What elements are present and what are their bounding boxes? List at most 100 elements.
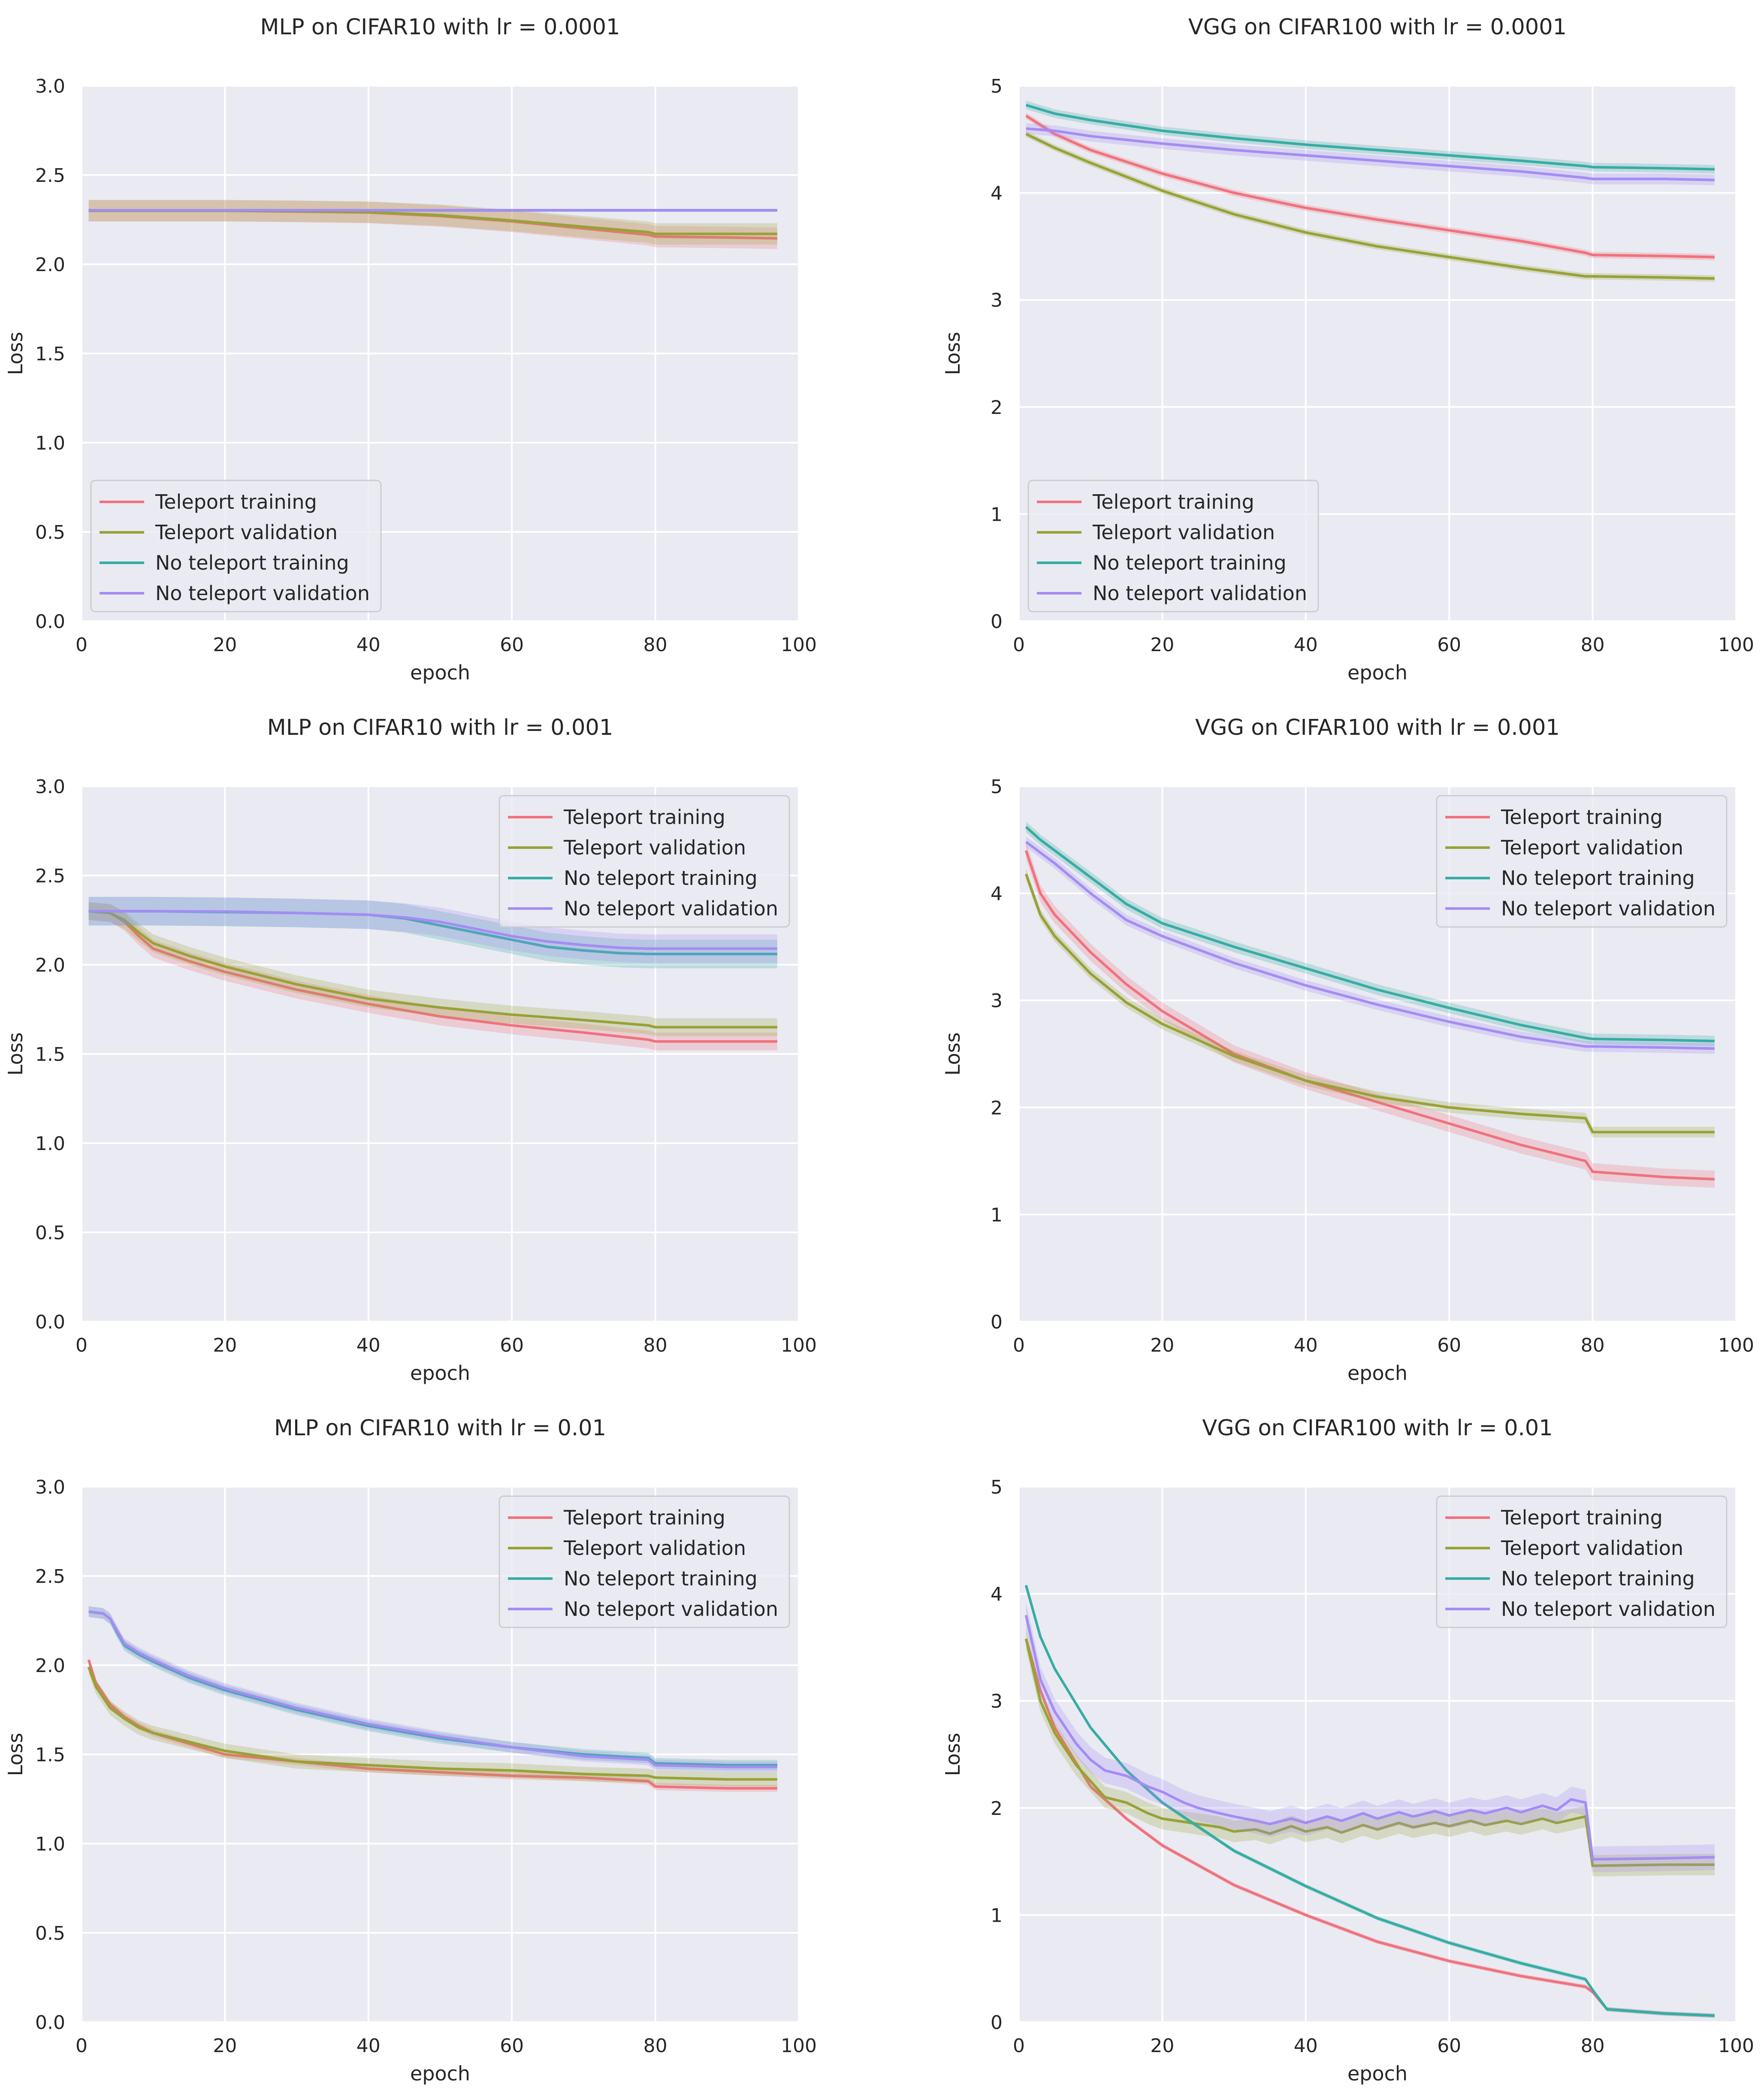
y-tick-label: 3.0 xyxy=(35,1476,65,1498)
y-tick-label: 0.5 xyxy=(35,1923,65,1944)
chart-panel-2: 0 20 40 60 80 100 0 1 2 3 4 5 VGG on CIFAR100 with l… xyxy=(941,15,1754,684)
legend-frame xyxy=(1436,1495,1728,1628)
series-line-no-teleport-validation xyxy=(88,1610,777,1769)
series-line-teleport-training xyxy=(88,910,777,1043)
x-tick-label: 20 xyxy=(1150,634,1174,656)
y-axis-label: Loss xyxy=(4,1032,27,1076)
legend-label: Teleport validation xyxy=(1501,1537,1683,1560)
series-line-teleport-validation xyxy=(1025,133,1715,280)
x-tick-label: 20 xyxy=(1150,2035,1174,2057)
series-band-teleport-validation xyxy=(1026,1628,1715,1877)
y-tick-label: 0.5 xyxy=(35,1222,65,1244)
legend: Teleport training Teleport validation No t… xyxy=(90,480,382,613)
y-tick-label: 1.5 xyxy=(35,343,65,365)
legend: Teleport training Teleport validation No t… xyxy=(498,1495,790,1628)
x-tick-label: 20 xyxy=(213,2035,237,2057)
legend-frame xyxy=(498,795,790,928)
x-tick-label: 100 xyxy=(1718,634,1754,656)
y-tick-label: 0.0 xyxy=(35,2012,65,2034)
chart-panel-6: 0 20 40 60 80 100 0 1 2 3 4 5 VGG on CIFAR100 with l… xyxy=(941,1416,1754,2085)
y-tick-label: 3 xyxy=(991,990,1003,1012)
y-tick-label: 2.5 xyxy=(35,1566,65,1588)
x-tick-label: 80 xyxy=(1581,1334,1605,1356)
x-tick-label: 40 xyxy=(356,1334,381,1356)
series-line-teleport-training xyxy=(1025,115,1715,259)
legend-label: Teleport training xyxy=(563,806,725,829)
x-tick-label: 100 xyxy=(1718,1334,1754,1356)
x-tick-label: 60 xyxy=(500,2035,524,2057)
x-tick-label: 20 xyxy=(1150,1334,1174,1356)
x-tick-label: 60 xyxy=(500,1334,524,1356)
grid xyxy=(1018,85,1737,622)
series-group xyxy=(87,1606,777,1792)
y-tick-label: 1.0 xyxy=(35,432,65,454)
chart-panel-1: 0 20 40 60 80 100 0.0 0.5 1.0 1.5 2.0 2.5 3.0 MLP on … xyxy=(4,15,817,684)
series-line-teleport-validation xyxy=(1024,873,1715,1134)
legend-label: No teleport validation xyxy=(564,1597,778,1621)
y-tick-label: 3.0 xyxy=(35,776,65,798)
legend-label: Teleport training xyxy=(1501,806,1663,829)
x-tick-label: 80 xyxy=(1581,2035,1605,2057)
legend-frame xyxy=(1027,480,1319,613)
x-tick-label: 40 xyxy=(1294,634,1318,656)
series-band-no-teleport-training xyxy=(1026,100,1715,174)
x-tick-label: 100 xyxy=(781,1334,817,1356)
legend-label: Teleport training xyxy=(563,1506,725,1529)
y-tick-label: 4 xyxy=(991,883,1003,905)
x-tick-label: 100 xyxy=(781,2035,817,2057)
x-axis-label: epoch xyxy=(410,2062,470,2085)
x-tick-label: 0 xyxy=(1013,634,1025,656)
y-tick-label: 1.0 xyxy=(35,1133,65,1155)
chart-title: VGG on CIFAR100 with lr = 0.001 xyxy=(1195,715,1560,740)
legend-frame xyxy=(498,1495,790,1628)
y-tick-label: 0.0 xyxy=(35,1311,65,1333)
legend-label: No teleport training xyxy=(564,866,758,890)
y-tick-label: 0 xyxy=(991,1311,1003,1333)
y-tick-label: 4 xyxy=(991,1584,1003,1606)
y-tick-label: 5 xyxy=(991,776,1003,798)
y-tick-label: 0.5 xyxy=(35,522,65,543)
series-line-no-teleport-validation xyxy=(88,910,777,950)
chart-title: MLP on CIFAR10 with lr = 0.001 xyxy=(267,715,613,740)
series-group xyxy=(88,200,777,249)
y-tick-label: 2 xyxy=(991,1097,1003,1119)
y-tick-label: 0 xyxy=(991,2012,1003,2034)
y-tick-label: 2.0 xyxy=(35,1655,65,1677)
legend-label: Teleport validation xyxy=(563,836,746,859)
y-tick-label: 2.0 xyxy=(35,254,65,276)
chart-title: MLP on CIFAR10 with lr = 0.01 xyxy=(274,1416,606,1441)
legend-label: No teleport validation xyxy=(1501,1597,1716,1621)
x-tick-label: 20 xyxy=(213,634,237,656)
legend-label: Teleport validation xyxy=(1092,521,1275,544)
legend-label: No teleport training xyxy=(1501,1567,1695,1590)
y-tick-label: 1 xyxy=(991,504,1003,525)
y-axis-label: Loss xyxy=(4,1733,27,1776)
series-band-no-teleport-validation xyxy=(1026,123,1715,186)
series-line-no-teleport-validation xyxy=(1025,841,1715,1050)
x-tick-label: 100 xyxy=(781,634,817,656)
x-tick-label: 40 xyxy=(1294,2035,1318,2057)
legend: Teleport training Teleport validation No t… xyxy=(1436,1495,1728,1628)
y-tick-label: 3 xyxy=(991,290,1003,311)
series-band-teleport-training xyxy=(1026,842,1715,1188)
x-tick-label: 80 xyxy=(1581,634,1605,656)
legend-frame xyxy=(1436,795,1728,928)
x-axis-label: epoch xyxy=(410,661,470,684)
legend-label: No teleport training xyxy=(1501,866,1695,890)
series-line-no-teleport-training xyxy=(1025,826,1715,1043)
x-tick-label: 40 xyxy=(356,634,381,656)
series-line-no-teleport-training xyxy=(1025,104,1715,171)
chart-panel-4: 0 20 40 60 80 100 0 1 2 3 4 5 VGG on CIFAR100 with l… xyxy=(941,715,1754,1385)
x-tick-label: 60 xyxy=(1437,1334,1461,1356)
y-tick-label: 1 xyxy=(991,1905,1003,1926)
x-tick-label: 60 xyxy=(1437,2035,1461,2057)
y-tick-label: 0 xyxy=(991,611,1003,633)
series-band-teleport-validation xyxy=(88,902,777,1036)
y-tick-label: 3.0 xyxy=(35,75,65,97)
chart-panel-5: 0 20 40 60 80 100 0.0 0.5 1.0 1.5 2.0 2.5 3.0 MLP on … xyxy=(4,1416,817,2085)
series-band-no-teleport-training xyxy=(88,897,777,969)
series-line-no-teleport-training xyxy=(1024,1585,1715,2017)
x-tick-label: 80 xyxy=(643,634,668,656)
legend-label: No teleport training xyxy=(155,551,349,574)
